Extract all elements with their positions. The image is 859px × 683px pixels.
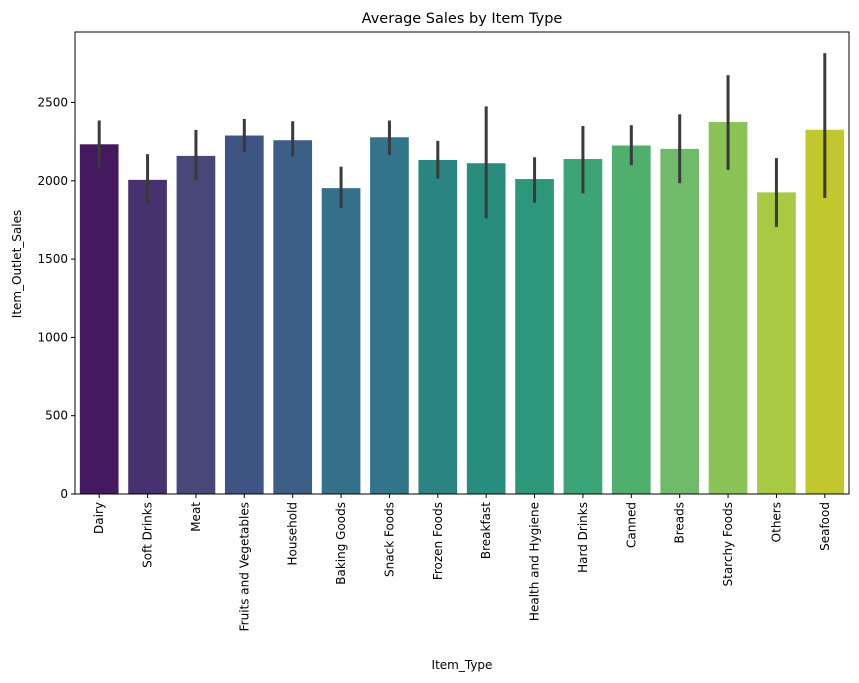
- x-tick-label: Seafood: [818, 502, 832, 551]
- x-axis: Dairy Soft Drinks Meat Fruits and Vegetable…: [92, 494, 832, 631]
- y-tick-label: 1000: [37, 330, 68, 344]
- bar: [79, 144, 119, 494]
- x-tick-label: Baking Goods: [334, 502, 348, 585]
- plot-frame: [74, 31, 850, 495]
- y-tick-label: 0: [60, 487, 68, 501]
- bar: [660, 148, 700, 495]
- error-bars-group: [97, 53, 827, 227]
- y-tick-label: 1500: [37, 252, 68, 266]
- x-tick-label: Breakfast: [479, 502, 493, 559]
- bar: [418, 159, 458, 495]
- x-tick-label: Frozen Foods: [431, 502, 445, 580]
- bar: [757, 192, 796, 494]
- bar: [224, 135, 264, 494]
- y-tick-label: 2000: [37, 174, 68, 188]
- y-axis-title: Item_Outlet_Sales: [10, 210, 24, 318]
- bar: [176, 155, 216, 494]
- x-tick-label: Health and Hygiene: [528, 502, 542, 621]
- x-tick-label: Dairy: [92, 502, 106, 534]
- x-tick-label: Breads: [673, 502, 687, 544]
- bar: [708, 122, 748, 495]
- x-tick-label: Soft Drinks: [141, 502, 155, 568]
- y-tick-label: 500: [45, 409, 68, 423]
- y-tick-label: 2500: [37, 95, 68, 109]
- bar: [611, 145, 651, 495]
- bar: [515, 179, 554, 494]
- x-tick-label: Meat: [189, 502, 203, 532]
- x-tick-label: Household: [286, 502, 300, 566]
- x-tick-label: Hard Drinks: [576, 502, 590, 573]
- x-tick-label: Others: [769, 502, 783, 542]
- x-tick-label: Fruits and Vegetables: [237, 502, 251, 631]
- bar: [370, 137, 409, 494]
- chart-title: Average Sales by Item Type: [362, 11, 563, 27]
- bar: [321, 188, 361, 495]
- y-axis: 0 500 1000 1500 2000 2500: [37, 95, 75, 501]
- x-tick-label: Snack Foods: [382, 502, 396, 577]
- x-axis-title: Item_Type: [432, 658, 493, 672]
- bar: [128, 179, 167, 494]
- x-tick-label: Canned: [624, 502, 638, 548]
- bar: [563, 159, 603, 494]
- bar: [273, 140, 313, 494]
- bars-group: [79, 122, 845, 495]
- x-tick-label: Starchy Foods: [721, 502, 735, 587]
